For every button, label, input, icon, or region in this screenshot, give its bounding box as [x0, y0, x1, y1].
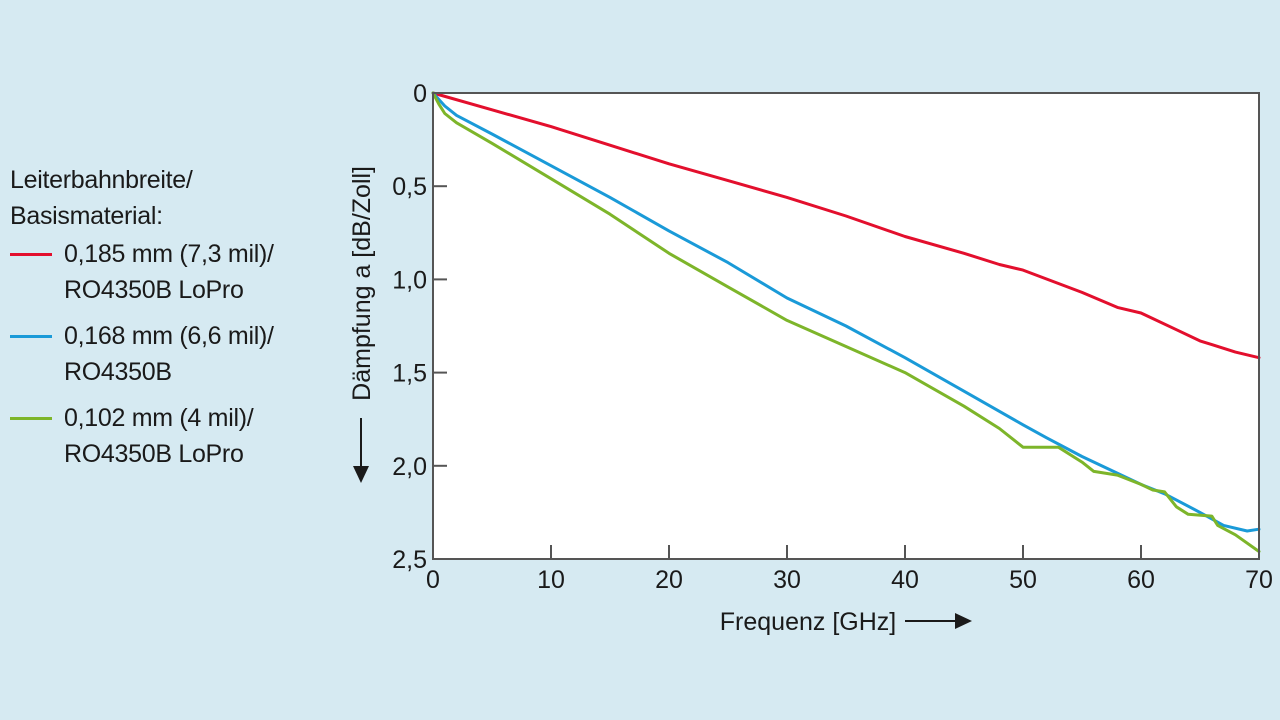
legend-swatch-blue: [10, 335, 52, 338]
legend-label: RO4350B: [64, 358, 172, 386]
x-axis-label: Frequenz [GHz]: [720, 608, 896, 636]
y-tick-label: 1,0: [392, 266, 427, 294]
legend-label: 0,168 mm (6,6 mil)/: [64, 322, 274, 350]
x-tick-label: 20: [655, 566, 683, 594]
series-line-2: [431, 91, 1261, 553]
legend-label: RO4350B LoPro: [64, 276, 244, 304]
x-tick-label: 60: [1127, 566, 1155, 594]
legend: Leiterbahnbreite/ Basismaterial: 0,185 m…: [10, 162, 274, 482]
legend-swatch-green: [10, 417, 52, 420]
x-tick-label: 40: [891, 566, 919, 594]
plot-frame: [432, 92, 1260, 560]
ticks: 0 10 20 30 40 50 60 70 0 0,5 1,0 1,5 2,0 2,5: [392, 80, 1273, 594]
legend-title-line2: Basismaterial:: [10, 202, 163, 230]
legend-item-blue: 0,168 mm (6,6 mil)/ RO4350B: [10, 318, 274, 390]
legend-label: 0,185 mm (7,3 mil)/: [64, 240, 274, 268]
series-lines: [431, 91, 1261, 553]
y-tick-label: 0,5: [392, 173, 427, 201]
x-axis-arrow-icon: [905, 613, 972, 629]
legend-title: Leiterbahnbreite/ Basismaterial:: [10, 162, 274, 234]
legend-item-red: 0,185 mm (7,3 mil)/ RO4350B LoPro: [10, 236, 274, 308]
series-line-1: [431, 91, 1261, 533]
legend-swatch-red: [10, 253, 52, 256]
y-tick-label: 2,0: [392, 453, 427, 481]
y-axis-label: Dämpfung a [dB/Zoll]: [348, 166, 376, 401]
y-tick-label: 1,5: [392, 360, 427, 388]
x-tick-label: 10: [537, 566, 565, 594]
x-tick-label: 0: [426, 566, 440, 594]
y-axis-arrow-icon: [353, 418, 369, 483]
legend-title-line1: Leiterbahnbreite/: [10, 166, 193, 194]
y-tick-label: 0: [413, 80, 427, 108]
x-tick-label: 50: [1009, 566, 1037, 594]
y-tick-label: 2,5: [392, 546, 427, 574]
legend-item-green: 0,102 mm (4 mil)/ RO4350B LoPro: [10, 400, 274, 472]
x-tick-label: 30: [773, 566, 801, 594]
legend-label: 0,102 mm (4 mil)/: [64, 404, 254, 432]
x-tick-label: 70: [1245, 566, 1273, 594]
legend-label: RO4350B LoPro: [64, 440, 244, 468]
series-line-0: [431, 91, 1261, 360]
